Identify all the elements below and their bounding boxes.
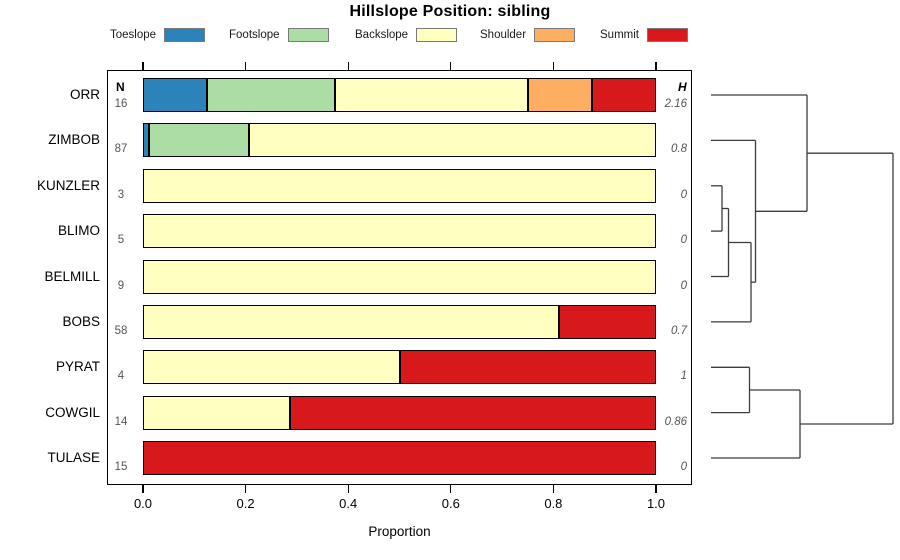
n-value-zimbob: 87 <box>114 143 128 156</box>
bar-segment-toeslope <box>143 78 208 112</box>
bar-row-kunzler <box>143 168 656 203</box>
row-label-bobs: BOBS <box>62 313 100 329</box>
bar-segment-shoulder <box>527 78 592 112</box>
axis-tick-top <box>450 62 452 70</box>
legend-label: Toeslope <box>110 29 157 41</box>
legend-swatch-summit <box>646 28 688 42</box>
bar-segment-backslope <box>335 78 528 112</box>
bar-row-bobs <box>143 304 656 339</box>
row-label-kunzler: KUNZLER <box>36 177 100 193</box>
bar-segment-footslope <box>207 78 336 112</box>
legend-swatch-shoulder <box>534 28 576 42</box>
bar-row-cowgil <box>143 395 656 430</box>
axis-tick-label: 0.0 <box>133 496 153 511</box>
legend-label: Footslope <box>229 29 280 41</box>
row-label-belmill: BELMILL <box>44 268 100 284</box>
legend-item-toeslope: Toeslope <box>110 26 206 44</box>
axis-tick-bottom <box>347 485 349 493</box>
n-value-belmill: 9 <box>117 279 125 292</box>
bar-segment-backslope <box>143 259 656 294</box>
legend-label: Backslope <box>355 29 409 41</box>
axis-tick-bottom <box>450 485 452 493</box>
axis-tick-label: 0.8 <box>544 496 563 511</box>
bar-segment-backslope <box>143 395 290 430</box>
legend-swatch-toeslope <box>164 28 206 42</box>
x-axis-label: Proportion <box>368 524 431 539</box>
n-value-blimo: 5 <box>117 234 125 247</box>
bar-segment-toeslope <box>143 123 149 158</box>
bar-segment-backslope <box>143 350 400 385</box>
bar-segment-footslope <box>148 123 250 158</box>
legend-swatch-backslope <box>416 28 458 42</box>
axis-tick-bottom <box>142 485 144 493</box>
axis-tick-label: 1.0 <box>646 496 666 511</box>
row-label-pyrat: PYRAT <box>55 359 100 375</box>
h-value-tulase: 0 <box>680 461 687 473</box>
h-value-kunzler: 0 <box>680 188 687 201</box>
axis-tick-top <box>552 62 555 70</box>
bar-segment-backslope <box>143 168 656 203</box>
n-value-pyrat: 4 <box>117 370 125 383</box>
axis-tick-top <box>244 62 247 70</box>
legend-label: Summit <box>600 29 639 41</box>
n-value-tulase: 15 <box>114 461 128 473</box>
bar-segment-summit <box>399 350 656 385</box>
h-value-belmill: 0 <box>680 279 687 292</box>
axis-tick-top <box>347 62 349 70</box>
bar-segment-summit <box>591 78 656 112</box>
bar-row-zimbob <box>143 123 656 158</box>
axis-tick-label: 0.4 <box>339 496 358 511</box>
h-column-header: H <box>678 80 687 94</box>
n-value-bobs: 58 <box>114 324 128 337</box>
axis-tick-bottom <box>552 485 555 493</box>
axis-tick-label: 0.2 <box>236 496 255 511</box>
h-value-pyrat: 1 <box>680 370 687 383</box>
bar-row-orr <box>143 78 656 112</box>
h-value-zimbob: 0.8 <box>671 143 687 156</box>
h-value-orr: 2.16 <box>664 98 687 110</box>
legend: Toeslope Footslope Backslope Shoulder Summit <box>0 26 900 46</box>
bar-segment-backslope <box>249 123 656 158</box>
bar-segment-summit <box>558 304 656 339</box>
axis-tick-top <box>142 62 144 70</box>
legend-label: Shoulder <box>480 29 527 41</box>
h-value-bobs: 0.7 <box>671 324 687 337</box>
bar-row-tulase <box>143 441 656 475</box>
row-label-blimo: BLIMO <box>57 223 100 239</box>
n-value-kunzler: 3 <box>117 188 125 201</box>
page-title: Hillslope Position: sibling <box>349 3 551 20</box>
legend-swatch-footslope <box>287 28 329 42</box>
axis-tick-top <box>655 62 657 70</box>
legend-item-backslope: Backslope <box>355 26 458 44</box>
bar-segment-summit <box>289 395 656 430</box>
n-value-cowgil: 14 <box>114 415 128 428</box>
bar-row-blimo <box>143 214 656 249</box>
axis-tick-bottom <box>655 485 657 493</box>
h-value-blimo: 0 <box>680 234 687 247</box>
legend-item-footslope: Footslope <box>229 26 329 44</box>
axis-tick-bottom <box>244 485 247 493</box>
bar-segment-summit <box>143 441 656 475</box>
axis-tick-label: 0.6 <box>441 496 460 511</box>
bar-row-belmill <box>143 259 656 294</box>
n-column-header: N <box>116 80 125 94</box>
legend-item-shoulder: Shoulder <box>480 26 576 44</box>
bar-segment-backslope <box>143 304 559 339</box>
legend-item-summit: Summit <box>600 26 688 44</box>
h-value-cowgil: 0.86 <box>664 415 687 428</box>
bar-row-pyrat <box>143 350 656 385</box>
n-value-orr: 16 <box>114 98 128 110</box>
row-label-cowgil: COWGIL <box>45 404 100 420</box>
row-label-tulase: TULASE <box>47 450 100 465</box>
row-label-orr: ORR <box>70 87 100 102</box>
bar-segment-backslope <box>143 214 656 249</box>
row-label-zimbob: ZIMBOB <box>48 132 100 148</box>
